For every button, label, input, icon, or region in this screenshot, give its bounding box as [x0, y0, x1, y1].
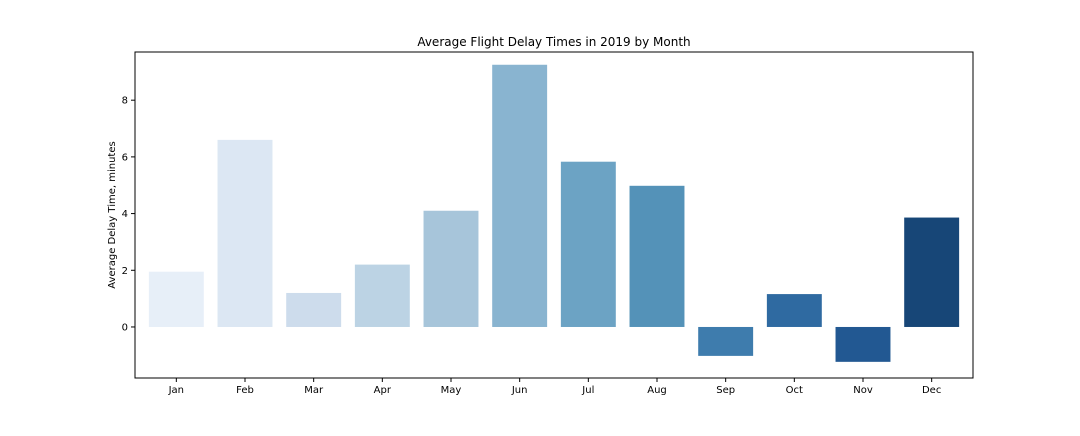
x-tick-label: Dec — [922, 385, 941, 396]
y-axis: 0 2 4 6 8 — [122, 96, 135, 333]
bar-aug — [629, 185, 685, 327]
plot-frame — [134, 51, 974, 379]
bar-feb — [217, 139, 273, 327]
bar-nov — [835, 326, 891, 362]
bar-mar — [286, 292, 342, 327]
bar-oct — [766, 294, 822, 327]
y-axis-label: Average Delay Time, minutes — [107, 141, 118, 288]
bar-jul — [560, 161, 616, 327]
x-tick-label: Nov — [853, 385, 873, 396]
bar-may — [423, 210, 479, 327]
x-tick-label: Oct — [786, 385, 803, 396]
chart-title: Average Flight Delay Times in 2019 by Mo… — [417, 35, 690, 49]
bar-sep — [698, 326, 754, 356]
bar-jun — [492, 64, 548, 327]
x-tick-label: Jan — [168, 385, 184, 396]
y-tick-label: 8 — [122, 96, 128, 107]
x-tick-label: Apr — [374, 385, 392, 396]
x-tick-label: Feb — [236, 385, 254, 396]
bar-jan — [148, 271, 204, 327]
y-tick-label: 0 — [122, 322, 128, 333]
bar-dec — [904, 217, 960, 327]
x-tick-label: Sep — [716, 385, 735, 396]
x-tick-label: Jun — [511, 385, 528, 396]
bars-layer — [148, 64, 960, 362]
x-axis: Jan Feb Mar Apr May Jun Jul Aug Sep Oct Nov Dec — [168, 378, 941, 396]
y-tick-label: 6 — [122, 152, 128, 163]
x-tick-label: Aug — [647, 385, 667, 396]
bar-apr — [354, 264, 410, 327]
x-tick-label: Mar — [304, 385, 324, 396]
x-tick-label: May — [441, 385, 462, 396]
x-tick-label: Jul — [581, 385, 594, 396]
y-tick-label: 4 — [122, 209, 128, 220]
y-tick-label: 2 — [122, 266, 128, 277]
